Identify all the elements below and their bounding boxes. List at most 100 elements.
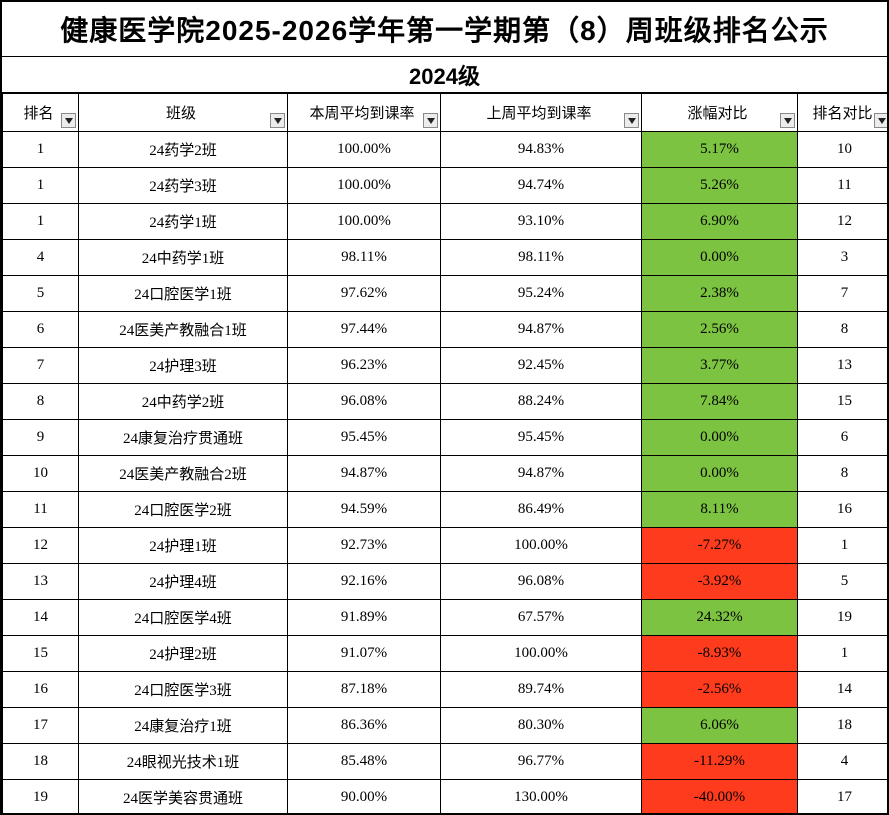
change-cell[interactable]: 0.00%	[641, 419, 798, 456]
last-week-rate-cell[interactable]: 93.10%	[440, 203, 642, 240]
change-cell[interactable]: 6.90%	[641, 203, 798, 240]
class-name-cell[interactable]: 24眼视光技术1班	[78, 743, 288, 780]
change-cell[interactable]: 7.84%	[641, 383, 798, 420]
rank-cell[interactable]: 14	[2, 599, 79, 636]
rank-cell[interactable]: 15	[2, 635, 79, 672]
last-week-rate-cell[interactable]: 98.11%	[440, 239, 642, 276]
rank-cell[interactable]: 8	[2, 383, 79, 420]
class-name-cell[interactable]: 24医学美容贯通班	[78, 779, 288, 813]
class-name-cell[interactable]: 24医美产教融合2班	[78, 455, 288, 492]
change-cell[interactable]: 5.17%	[641, 131, 798, 168]
rank-cell[interactable]: 12	[2, 527, 79, 564]
rank-compare-cell[interactable]: 16	[797, 491, 887, 528]
filter-dropdown-icon[interactable]	[780, 113, 795, 128]
this-week-rate-cell[interactable]: 86.36%	[287, 707, 441, 744]
class-name-cell[interactable]: 24康复治疗1班	[78, 707, 288, 744]
this-week-rate-cell[interactable]: 96.08%	[287, 383, 441, 420]
last-week-rate-cell[interactable]: 88.24%	[440, 383, 642, 420]
rank-cell[interactable]: 17	[2, 707, 79, 744]
rank-cell[interactable]: 9	[2, 419, 79, 456]
this-week-rate-cell[interactable]: 98.11%	[287, 239, 441, 276]
class-name-cell[interactable]: 24医美产教融合1班	[78, 311, 288, 348]
rank-compare-cell[interactable]: 8	[797, 455, 887, 492]
this-week-rate-cell[interactable]: 85.48%	[287, 743, 441, 780]
last-week-rate-cell[interactable]: 96.08%	[440, 563, 642, 600]
rank-cell[interactable]: 5	[2, 275, 79, 312]
class-name-cell[interactable]: 24护理2班	[78, 635, 288, 672]
change-cell[interactable]: 2.56%	[641, 311, 798, 348]
rank-compare-cell[interactable]: 13	[797, 347, 887, 384]
rank-cell[interactable]: 6	[2, 311, 79, 348]
class-name-cell[interactable]: 24康复治疗贯通班	[78, 419, 288, 456]
filter-dropdown-icon[interactable]	[270, 113, 285, 128]
last-week-rate-cell[interactable]: 130.00%	[440, 779, 642, 813]
filter-dropdown-icon[interactable]	[61, 113, 76, 128]
rank-compare-cell[interactable]: 18	[797, 707, 887, 744]
change-cell[interactable]: -40.00%	[641, 779, 798, 813]
last-week-rate-cell[interactable]: 94.74%	[440, 167, 642, 204]
change-cell[interactable]: -11.29%	[641, 743, 798, 780]
rank-compare-cell[interactable]: 10	[797, 131, 887, 168]
change-cell[interactable]: 8.11%	[641, 491, 798, 528]
last-week-rate-cell[interactable]: 95.45%	[440, 419, 642, 456]
last-week-rate-cell[interactable]: 100.00%	[440, 635, 642, 672]
rank-compare-cell[interactable]: 4	[797, 743, 887, 780]
class-name-cell[interactable]: 24口腔医学4班	[78, 599, 288, 636]
rank-compare-cell[interactable]: 1	[797, 527, 887, 564]
change-cell[interactable]: 0.00%	[641, 239, 798, 276]
rank-compare-cell[interactable]: 12	[797, 203, 887, 240]
this-week-rate-cell[interactable]: 100.00%	[287, 203, 441, 240]
this-week-rate-cell[interactable]: 92.16%	[287, 563, 441, 600]
rank-cell[interactable]: 7	[2, 347, 79, 384]
rank-cell[interactable]: 19	[2, 779, 79, 813]
last-week-rate-cell[interactable]: 67.57%	[440, 599, 642, 636]
change-cell[interactable]: -2.56%	[641, 671, 798, 708]
change-cell[interactable]: -7.27%	[641, 527, 798, 564]
this-week-rate-cell[interactable]: 91.07%	[287, 635, 441, 672]
class-name-cell[interactable]: 24中药学2班	[78, 383, 288, 420]
last-week-rate-cell[interactable]: 100.00%	[440, 527, 642, 564]
rank-compare-cell[interactable]: 3	[797, 239, 887, 276]
this-week-rate-cell[interactable]: 87.18%	[287, 671, 441, 708]
class-name-cell[interactable]: 24护理3班	[78, 347, 288, 384]
filter-dropdown-icon[interactable]	[624, 113, 639, 128]
class-name-cell[interactable]: 24口腔医学3班	[78, 671, 288, 708]
rank-compare-cell[interactable]: 5	[797, 563, 887, 600]
last-week-rate-cell[interactable]: 95.24%	[440, 275, 642, 312]
class-name-cell[interactable]: 24中药学1班	[78, 239, 288, 276]
last-week-rate-cell[interactable]: 89.74%	[440, 671, 642, 708]
this-week-rate-cell[interactable]: 97.44%	[287, 311, 441, 348]
rank-compare-cell[interactable]: 19	[797, 599, 887, 636]
class-name-cell[interactable]: 24口腔医学1班	[78, 275, 288, 312]
rank-compare-cell[interactable]: 14	[797, 671, 887, 708]
change-cell[interactable]: -3.92%	[641, 563, 798, 600]
change-cell[interactable]: 24.32%	[641, 599, 798, 636]
class-name-cell[interactable]: 24护理4班	[78, 563, 288, 600]
this-week-rate-cell[interactable]: 90.00%	[287, 779, 441, 813]
rank-cell[interactable]: 11	[2, 491, 79, 528]
rank-compare-cell[interactable]: 8	[797, 311, 887, 348]
change-cell[interactable]: 0.00%	[641, 455, 798, 492]
rank-compare-cell[interactable]: 7	[797, 275, 887, 312]
change-cell[interactable]: 3.77%	[641, 347, 798, 384]
last-week-rate-cell[interactable]: 96.77%	[440, 743, 642, 780]
filter-dropdown-icon[interactable]	[423, 113, 438, 128]
this-week-rate-cell[interactable]: 97.62%	[287, 275, 441, 312]
change-cell[interactable]: 6.06%	[641, 707, 798, 744]
class-name-cell[interactable]: 24药学1班	[78, 203, 288, 240]
this-week-rate-cell[interactable]: 100.00%	[287, 167, 441, 204]
class-name-cell[interactable]: 24护理1班	[78, 527, 288, 564]
rank-cell[interactable]: 1	[2, 167, 79, 204]
change-cell[interactable]: 2.38%	[641, 275, 798, 312]
class-name-cell[interactable]: 24药学3班	[78, 167, 288, 204]
last-week-rate-cell[interactable]: 94.87%	[440, 311, 642, 348]
last-week-rate-cell[interactable]: 94.83%	[440, 131, 642, 168]
this-week-rate-cell[interactable]: 94.87%	[287, 455, 441, 492]
rank-cell[interactable]: 13	[2, 563, 79, 600]
this-week-rate-cell[interactable]: 94.59%	[287, 491, 441, 528]
this-week-rate-cell[interactable]: 100.00%	[287, 131, 441, 168]
last-week-rate-cell[interactable]: 86.49%	[440, 491, 642, 528]
change-cell[interactable]: -8.93%	[641, 635, 798, 672]
rank-cell[interactable]: 10	[2, 455, 79, 492]
rank-cell[interactable]: 1	[2, 203, 79, 240]
